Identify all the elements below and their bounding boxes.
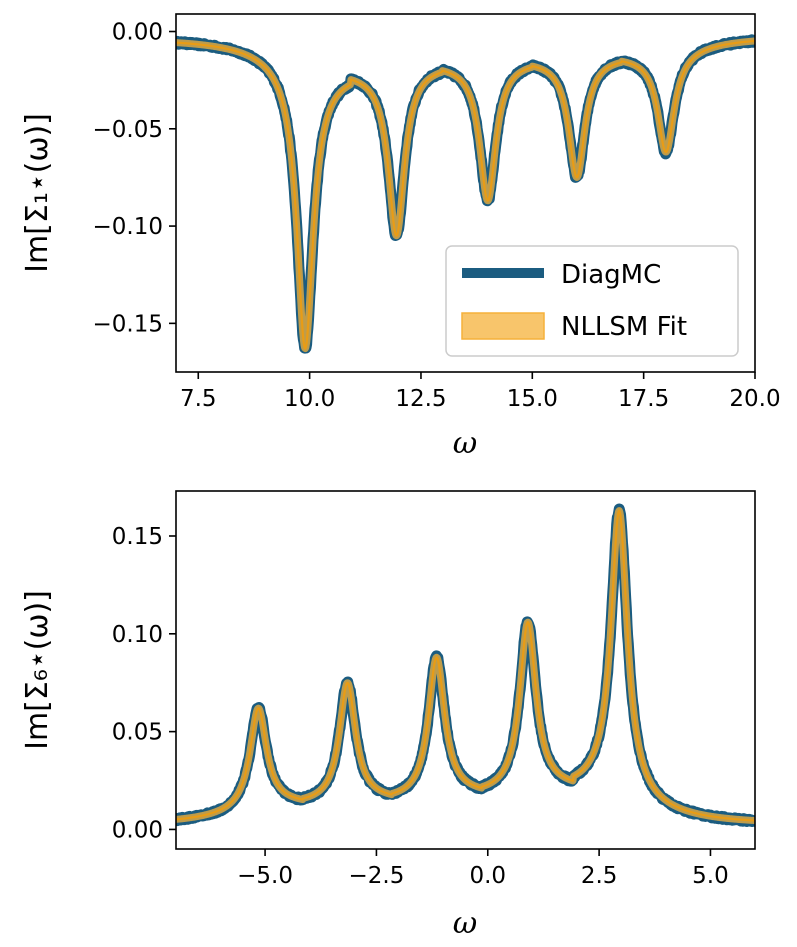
legend-fit-label: NLLSM Fit (561, 312, 687, 342)
bottom-x-ticks: −5.0 −2.5 0.0 2.5 5.0 (237, 849, 729, 889)
y-tick-label: −0.15 (93, 311, 163, 337)
x-tick-label: 10.0 (284, 386, 335, 412)
top-fit-line (176, 39, 755, 350)
x-tick-label: −5.0 (237, 863, 293, 889)
y-tick-label: 0.10 (112, 622, 163, 648)
legend-fit-swatch (461, 312, 545, 340)
x-tick-label: −2.5 (348, 863, 404, 889)
x-tick-label: 12.5 (395, 386, 446, 412)
bottom-x-axis-label: ω (453, 906, 477, 941)
x-tick-label: 0.0 (469, 863, 506, 889)
x-tick-label: 5.0 (692, 863, 729, 889)
top-x-ticks: 7.5 10.0 12.5 15.0 17.5 20.0 (180, 372, 781, 412)
chart-bottom: −5.0 −2.5 0.0 2.5 5.0 0.00 0.05 0.10 0.15 ω Im[… (20, 490, 756, 941)
x-tick-label: 17.5 (618, 386, 669, 412)
bottom-axes-frame (175, 490, 756, 850)
y-tick-label: 0.00 (112, 20, 163, 46)
bottom-fit-line (176, 509, 755, 822)
y-tick-label: −0.10 (93, 214, 163, 240)
bottom-diagmc-line (176, 503, 755, 827)
y-tick-label: 0.15 (112, 524, 163, 550)
x-tick-label: 20.0 (729, 386, 780, 412)
y-tick-label: 0.00 (112, 817, 163, 843)
top-y-ticks: 0.00 −0.05 −0.10 −0.15 (93, 20, 176, 337)
x-tick-label: 15.0 (507, 386, 558, 412)
legend-diagmc-label: DiagMC (561, 260, 661, 290)
y-tick-label: 0.05 (112, 720, 163, 746)
x-tick-label: 7.5 (180, 386, 217, 412)
top-x-axis-label: ω (453, 426, 477, 461)
top-y-axis-label: Im[Σ₁⋆(ω)] (20, 113, 55, 273)
y-tick-label: −0.05 (93, 117, 163, 143)
top-axes-frame (175, 13, 756, 373)
bottom-y-ticks: 0.00 0.05 0.10 0.15 (112, 524, 176, 843)
chart-top: 7.5 10.0 12.5 15.0 17.5 20.0 0.00 −0.05 −0.10 −0… (20, 13, 781, 461)
legend: DiagMC NLLSM Fit (445, 245, 739, 357)
bottom-y-axis-label: Im[Σ₆⋆(ω)] (20, 590, 55, 750)
x-tick-label: 2.5 (581, 863, 618, 889)
